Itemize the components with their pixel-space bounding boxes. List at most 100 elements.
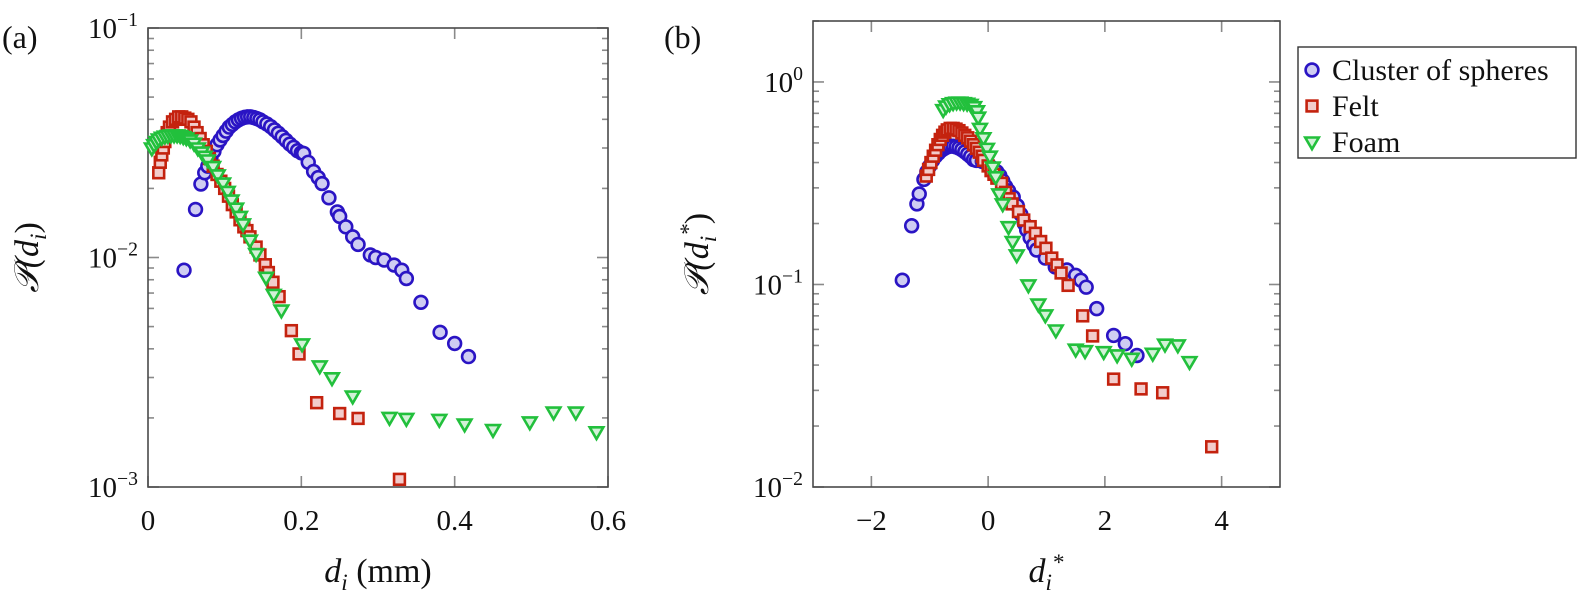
data-point [986,171,1005,187]
data-point [176,262,192,278]
series-felt [919,121,1219,454]
data-point [1046,324,1065,340]
data-point [338,219,354,235]
data-point [993,198,1012,214]
data-point [1078,279,1094,295]
y-tick-label: 10−3​ [88,468,138,504]
data-point [152,166,166,180]
data-point [230,210,250,227]
data-point [1143,347,1162,364]
legend-entry: Cluster of spheres [1304,54,1549,87]
data-point [566,406,585,422]
data-point [218,185,237,202]
data-point [321,190,337,206]
y-axis-label: 𝒫(di) [9,222,52,293]
data-point [977,142,997,159]
data-point [1085,329,1100,343]
data-point [343,390,362,406]
data-point [1117,336,1134,352]
data-point [460,348,477,365]
data-point [1094,345,1113,362]
y-tick-label: 10−2​ [753,468,803,504]
plot-frame [147,27,609,488]
legend-entry: Felt [1305,90,1379,123]
y-tick-label: 10−1​ [753,265,803,301]
data-point [911,186,927,202]
data-point [446,335,463,352]
data-point [208,169,227,185]
data-point [351,411,365,426]
data-point [1105,327,1122,344]
data-point [990,188,1009,204]
series-cluster-of-spheres [176,109,477,365]
data-point [894,272,911,288]
data-point [227,202,246,218]
x-axis-label: di*​ [1029,550,1064,595]
data-point [432,324,448,341]
data-point [314,175,330,192]
circle-marker-icon [1304,62,1320,78]
series-foam [934,96,1199,372]
data-point [983,161,1002,177]
legend-label: Cluster of spheres [1332,54,1549,87]
x-tick-label: 2 [1098,505,1113,537]
data-point [293,338,312,354]
data-point [397,412,416,429]
x-tick-label: 0 [141,505,156,537]
y-tick-label: 10−2​ [88,239,138,275]
data-point [1155,386,1170,400]
data-point [1180,355,1199,372]
data-point [970,122,990,139]
x-tick-label: 0.4 [437,505,474,537]
data-point [1061,278,1075,293]
triangle-down-marker-icon [1302,136,1322,152]
data-point [1108,349,1127,365]
data-point [1168,339,1187,355]
data-point [1019,279,1038,295]
data-point [292,347,306,361]
data-point [544,406,563,422]
data-point [1155,338,1175,355]
panel-label: (a) [2,19,38,55]
data-point [1134,382,1148,396]
data-point [413,294,429,310]
data-point [257,271,276,288]
x-tick-label: −2 [856,505,887,537]
data-point [1122,352,1141,369]
data-point [350,236,366,253]
data-point [380,411,399,428]
plot-frame [812,20,1281,488]
data-point [332,406,347,421]
data-point [187,201,204,218]
legend-box [1297,46,1577,159]
data-point [398,270,415,287]
y-tick-label: 100​ [764,63,803,99]
data-point [240,234,260,250]
data-point [1036,309,1055,325]
x-tick-label: 0.2 [283,505,319,537]
data-point [1029,298,1048,314]
y-tick-label: 10−1​ [88,9,138,45]
data-point [1075,309,1090,323]
data-point [1054,266,1068,280]
data-point [264,288,283,305]
data-point [222,194,241,210]
data-point [234,218,253,234]
data-point [587,425,606,442]
data-point [999,220,1018,237]
data-point [214,177,233,193]
data-point [1106,372,1121,386]
y-axis-label: 𝒫(di*) [676,213,722,295]
data-point [430,413,449,430]
x-axis-label: di (mm) [324,553,431,595]
data-point [974,132,993,148]
data-point [1003,235,1022,252]
data-point [310,360,329,376]
data-point [483,423,503,440]
data-point [520,416,539,432]
data-point [1205,440,1219,454]
panel-b: −2 0 2 4 10−2​ 10−1​ 100​ di*​ 𝒫(di*) (b) [664,19,1281,595]
data-point [309,395,324,410]
